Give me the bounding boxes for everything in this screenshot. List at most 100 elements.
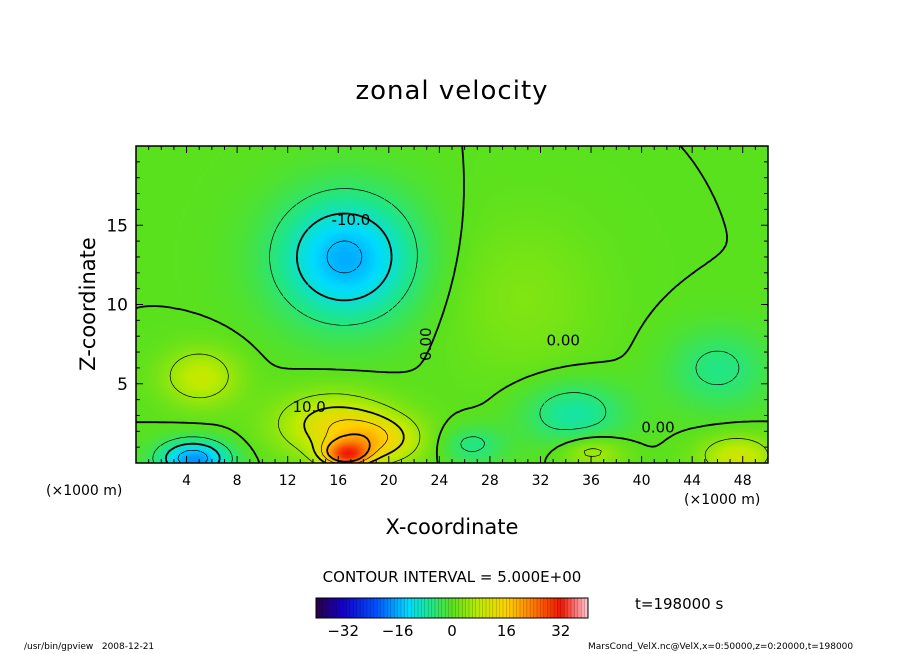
colorbar-cell	[326, 598, 330, 618]
x-tick-label: 36	[582, 473, 600, 489]
colorbar-cell	[554, 598, 558, 618]
x-tick-label: 12	[279, 473, 297, 489]
x-tick-label: 48	[734, 473, 752, 489]
contour-line	[152, 188, 740, 463]
colorbar-cell	[350, 598, 354, 618]
colorbar-cell	[438, 598, 443, 618]
contour-interval: CONTOUR INTERVAL = 5.000E+00	[322, 568, 582, 586]
colorbar-cell	[506, 598, 511, 618]
contour-lines	[136, 146, 768, 463]
colorbar-cell	[526, 598, 531, 618]
colorbar-cell	[509, 598, 514, 618]
colorbar-cell	[523, 598, 528, 618]
contour-line	[164, 212, 393, 463]
x-tick-label: 16	[329, 473, 347, 489]
colorbar-cell	[486, 598, 490, 618]
colorbar-cell	[560, 598, 565, 618]
footer-left: /usr/bin/gpview 2008-12-21	[24, 642, 155, 652]
colorbar-cell	[547, 598, 551, 618]
colorbar-cell	[448, 598, 453, 618]
contour-label: 0.00	[641, 419, 674, 437]
colorbar-cell	[380, 598, 385, 618]
colorbar-cell	[384, 598, 388, 618]
colorbar-cell	[577, 598, 582, 618]
colorbar-cell	[458, 598, 463, 618]
colorbar-cell	[479, 598, 483, 618]
colorbar-cell	[533, 598, 538, 618]
x-tick-label: 8	[233, 473, 242, 489]
colorbar-cell	[404, 598, 409, 618]
colorbar-tick-label: 0	[447, 622, 457, 640]
colorbar-cell	[499, 598, 504, 618]
colorbar-cell	[373, 598, 378, 618]
contour-line	[303, 406, 405, 463]
colorbar-cell	[356, 598, 361, 618]
colorbar-cell	[455, 598, 460, 618]
colorbar-cell	[397, 598, 402, 618]
colorbar-cell	[411, 598, 415, 618]
x-unit-right: (×1000 m)	[684, 492, 761, 508]
chart-title: zonal velocity	[355, 76, 549, 106]
colorbar-cell	[421, 598, 426, 618]
colorbar-cell	[367, 598, 371, 618]
colorbar-cell	[390, 598, 395, 618]
colorbar-cell	[377, 598, 381, 618]
x-tick-label: 28	[481, 473, 499, 489]
x-tick-label: 20	[380, 473, 398, 489]
colorbar-cell	[520, 598, 524, 618]
colorbar-cell	[469, 598, 473, 618]
colorbar-cell	[316, 598, 320, 618]
colorbar-cell	[475, 598, 480, 618]
colorbar-cell	[513, 598, 517, 618]
colorbar-cell	[360, 598, 364, 618]
colorbar-ticks: −32 −16 0 16 32	[327, 622, 570, 640]
x-axis: 4 8 12 16 20 24 28 32 36 40 44 48	[135, 146, 769, 489]
x-unit-left: (×1000 m)	[46, 483, 123, 499]
colorbar-cell	[537, 598, 541, 618]
colorbar-cell	[581, 598, 585, 618]
contour-label: -10.0	[331, 211, 370, 229]
colorbar-cell	[445, 598, 449, 618]
colorbar-cell	[394, 598, 398, 618]
y-axis: 5 10 15	[106, 145, 768, 464]
colorbar-tick-label: 32	[551, 622, 570, 640]
colorbar-cell	[492, 598, 497, 618]
contour-label: 10.0	[292, 398, 325, 416]
contour-line	[177, 240, 363, 463]
colorbar-cell	[353, 598, 358, 618]
contour-labels: -10.0 0.00 0.00 10.0 0.00	[292, 211, 674, 437]
x-tick-label: 4	[182, 473, 191, 489]
y-tick-label: 15	[106, 216, 128, 236]
colorbar-cell	[424, 598, 429, 618]
heatmap-field	[136, 146, 768, 463]
colorbar-cell	[550, 598, 555, 618]
colorbar-tick-label: −32	[327, 622, 359, 640]
colorbar-cell	[339, 598, 344, 618]
colorbar-cell	[574, 598, 579, 618]
colorbar-cell	[343, 598, 347, 618]
footer-right: MarsCond_VelX.nc@VelX,x=0:50000,z=0:2000…	[588, 642, 854, 652]
contour-line	[320, 419, 388, 463]
colorbar-cell	[540, 598, 545, 618]
colorbar-cell	[387, 598, 392, 618]
colorbar-cell	[418, 598, 422, 618]
colorbar-cell	[414, 598, 419, 618]
colorbar-cell	[329, 598, 334, 618]
colorbar-cell	[489, 598, 494, 618]
x-axis-label: X-coordinate	[385, 515, 519, 539]
contour-line	[326, 433, 371, 463]
colorbar-cell	[435, 598, 439, 618]
colorbar-cell	[543, 598, 548, 618]
colorbar-cell	[370, 598, 375, 618]
colorbar-cell	[333, 598, 337, 618]
contour-label: 0.00	[417, 327, 435, 360]
contour-line	[169, 353, 768, 463]
colorbar-cell	[322, 598, 327, 618]
colorbar-cell	[428, 598, 432, 618]
colorbar-cell	[557, 598, 562, 618]
x-tick-label: 44	[683, 473, 701, 489]
colorbar-cell	[571, 598, 575, 618]
colorbar-tick-label: −16	[382, 622, 414, 640]
